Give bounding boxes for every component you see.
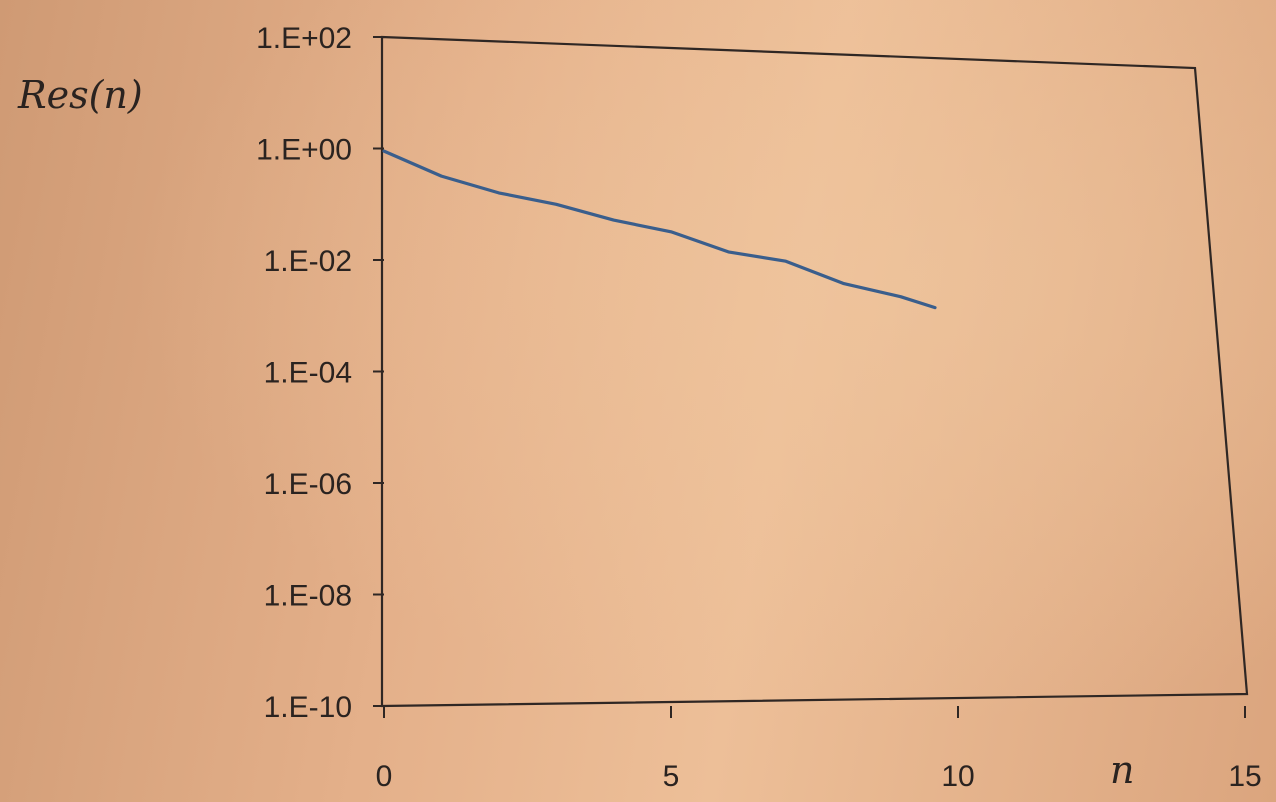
residual-line [382, 149, 937, 310]
series-group [382, 149, 937, 310]
y-tick-label: 1.E-02 [264, 245, 352, 278]
x-tick-label: 10 [941, 760, 974, 793]
x-axis-title: n [1110, 748, 1134, 792]
plot-border [380, 35, 1249, 708]
y-axis-title: Res(n) [17, 73, 143, 117]
plot-frame [380, 35, 1249, 708]
y-tick-label: 1.E-10 [264, 691, 352, 724]
x-tick-label: 5 [663, 760, 680, 793]
y-tick-label: 1.E-06 [264, 468, 352, 501]
y-tick-label: 1.E-08 [264, 580, 352, 613]
y-tick-label: 1.E+00 [256, 134, 352, 167]
x-tick-label: 15 [1228, 760, 1261, 793]
y-tick-label: 1.E+02 [256, 22, 352, 55]
y-tick-label: 1.E-04 [264, 357, 352, 390]
x-axis-ticks: 0 5 10 15 [376, 706, 1262, 793]
x-tick-label: 0 [376, 760, 393, 793]
y-axis-ticks: 1.E+02 1.E+00 1.E-02 1.E-04 1.E-06 1.E-08 1.E-… [256, 22, 384, 724]
